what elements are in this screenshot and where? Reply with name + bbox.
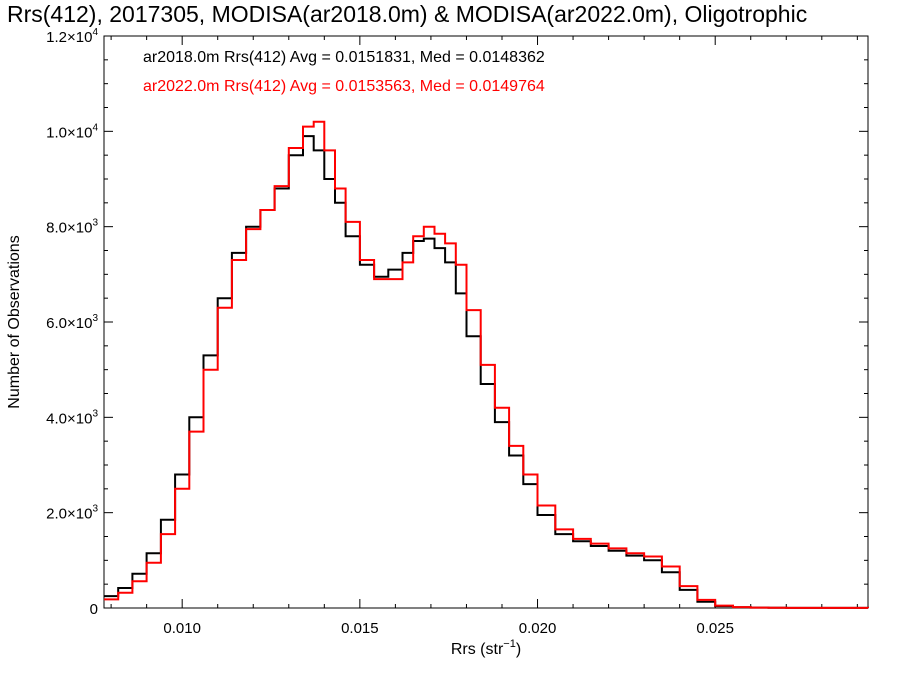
y-tick-label: 1.0×104 <box>46 122 98 141</box>
legend-series-1-stats: ar2018.0m Rrs(412) Avg = 0.0151831, Med … <box>143 49 545 66</box>
y-tick-label: 0 <box>90 601 98 618</box>
x-axis-label: Rrs (str−1) <box>451 638 521 658</box>
x-tick-label: 0.015 <box>341 620 379 637</box>
x-axis-ticks <box>110 36 858 608</box>
series-line-2 <box>104 120 869 609</box>
x-axis-tick-labels: 0.010 0.015 0.020 0.025 <box>163 620 734 637</box>
y-axis-tick-labels: 0 2.0×103 4.0×103 6.0×103 8.0×103 1.0×104 1.2×… <box>46 27 98 618</box>
y-tick-label: 4.0×103 <box>46 408 98 427</box>
x-tick-label: 0.025 <box>696 620 734 637</box>
y-tick-label: 2.0×103 <box>46 504 98 523</box>
x-tick-label: 0.010 <box>163 620 201 637</box>
series-line-1 <box>104 135 869 609</box>
y-tick-label: 6.0×103 <box>46 313 98 332</box>
y-tick-label: 1.2×104 <box>46 27 98 46</box>
y-tick-label: 8.0×103 <box>46 218 98 237</box>
chart-title: Rrs(412), 2017305, MODISA(ar2018.0m) & M… <box>7 1 807 27</box>
y-axis-label: Number of Observations <box>6 235 23 408</box>
legend-series-2-stats: ar2022.0m Rrs(412) Avg = 0.0153563, Med … <box>143 78 545 95</box>
series-lines <box>104 120 869 609</box>
x-tick-label: 0.020 <box>519 620 557 637</box>
